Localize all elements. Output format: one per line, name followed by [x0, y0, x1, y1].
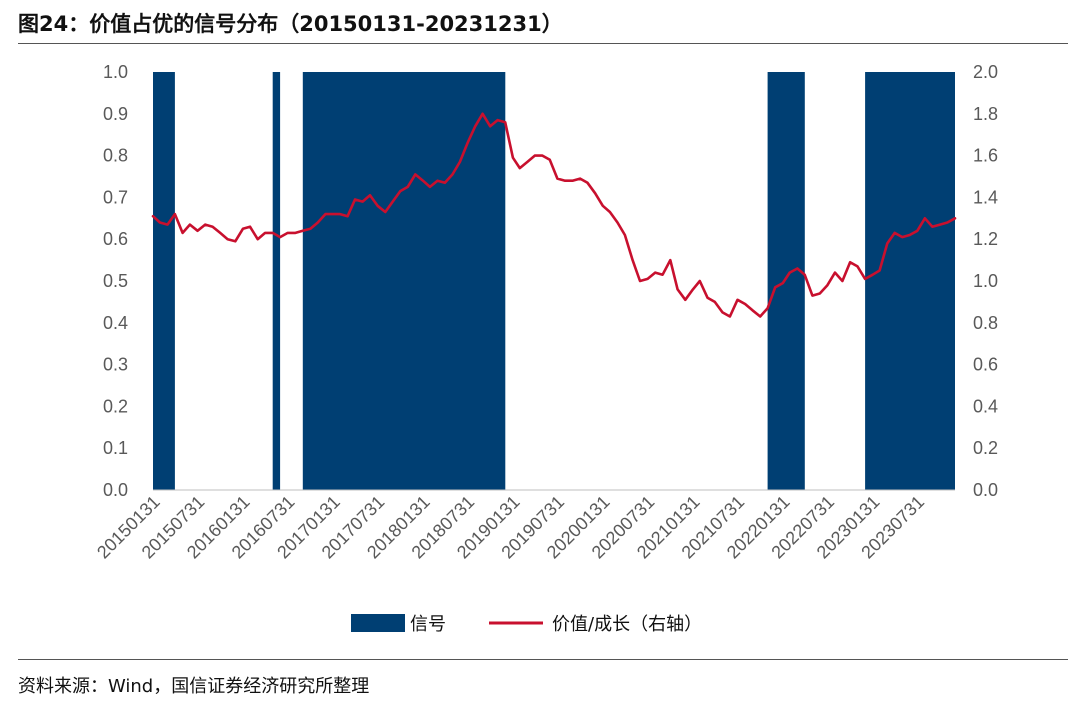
y-right-tick-labels: 2.0 1.8 1.6 1.4 1.2 1.0 0.8 0.6 0.4 0.2 0.0 — [973, 62, 998, 500]
source-note: 资料来源：Wind，国信证券经济研究所整理 — [18, 676, 370, 697]
legend-label-signal: 信号 — [410, 614, 446, 635]
y-left-tick-label: 0.4 — [103, 313, 128, 333]
y-right-tick-label: 1.4 — [973, 187, 998, 207]
y-right-tick-label: 0.0 — [973, 480, 998, 500]
footer-divider — [18, 659, 1068, 660]
y-left-tick-label: 0.6 — [103, 229, 128, 249]
y-left-tick-label: 0.3 — [103, 355, 128, 375]
chart-legend: 信号 价值/成长（右轴） — [351, 614, 702, 635]
y-right-tick-label: 1.0 — [973, 271, 998, 291]
y-right-tick-label: 1.2 — [973, 229, 998, 249]
y-left-tick-label: 0.7 — [103, 187, 128, 207]
signal-bars — [153, 72, 955, 490]
y-right-tick-label: 0.8 — [973, 313, 998, 333]
signal-bar — [865, 72, 955, 490]
legend-label-value-growth: 价值/成长（右轴） — [552, 614, 702, 635]
signal-bar — [302, 72, 506, 490]
signal-bar — [153, 72, 175, 490]
legend-swatch-signal — [351, 614, 405, 632]
y-left-tick-label: 0.8 — [103, 146, 128, 166]
page-title: 图24：价值占优的信号分布（20150131-20231231） — [18, 12, 563, 36]
y-left-tick-label: 0.9 — [103, 104, 128, 124]
y-right-tick-label: 0.2 — [973, 438, 998, 458]
signal-distribution-chart: 2015013120150731201601312016073120170131… — [93, 62, 998, 635]
value-growth-line — [151, 112, 957, 318]
y-right-tick-label: 0.6 — [973, 355, 998, 375]
y-right-tick-label: 1.6 — [973, 146, 998, 166]
title-divider — [18, 43, 1068, 44]
y-left-tick-label: 0.2 — [103, 396, 128, 416]
y-right-tick-label: 2.0 — [973, 62, 998, 82]
value-growth-line-path — [151, 112, 957, 318]
y-left-tick-label: 0.1 — [103, 438, 128, 458]
signal-bar — [272, 72, 281, 490]
y-left-tick-label: 0.5 — [103, 271, 128, 291]
y-left-tick-labels: 1.0 0.9 0.8 0.7 0.6 0.5 0.4 0.3 0.2 0.1 0.0 — [103, 62, 128, 500]
y-left-tick-label: 0.0 — [103, 480, 128, 500]
signal-bar — [767, 72, 805, 490]
x-tick-labels: 2015013120150731201601312016073120170131… — [93, 492, 928, 563]
y-right-tick-label: 0.4 — [973, 396, 998, 416]
y-right-tick-label: 1.8 — [973, 104, 998, 124]
y-left-tick-label: 1.0 — [103, 62, 128, 82]
